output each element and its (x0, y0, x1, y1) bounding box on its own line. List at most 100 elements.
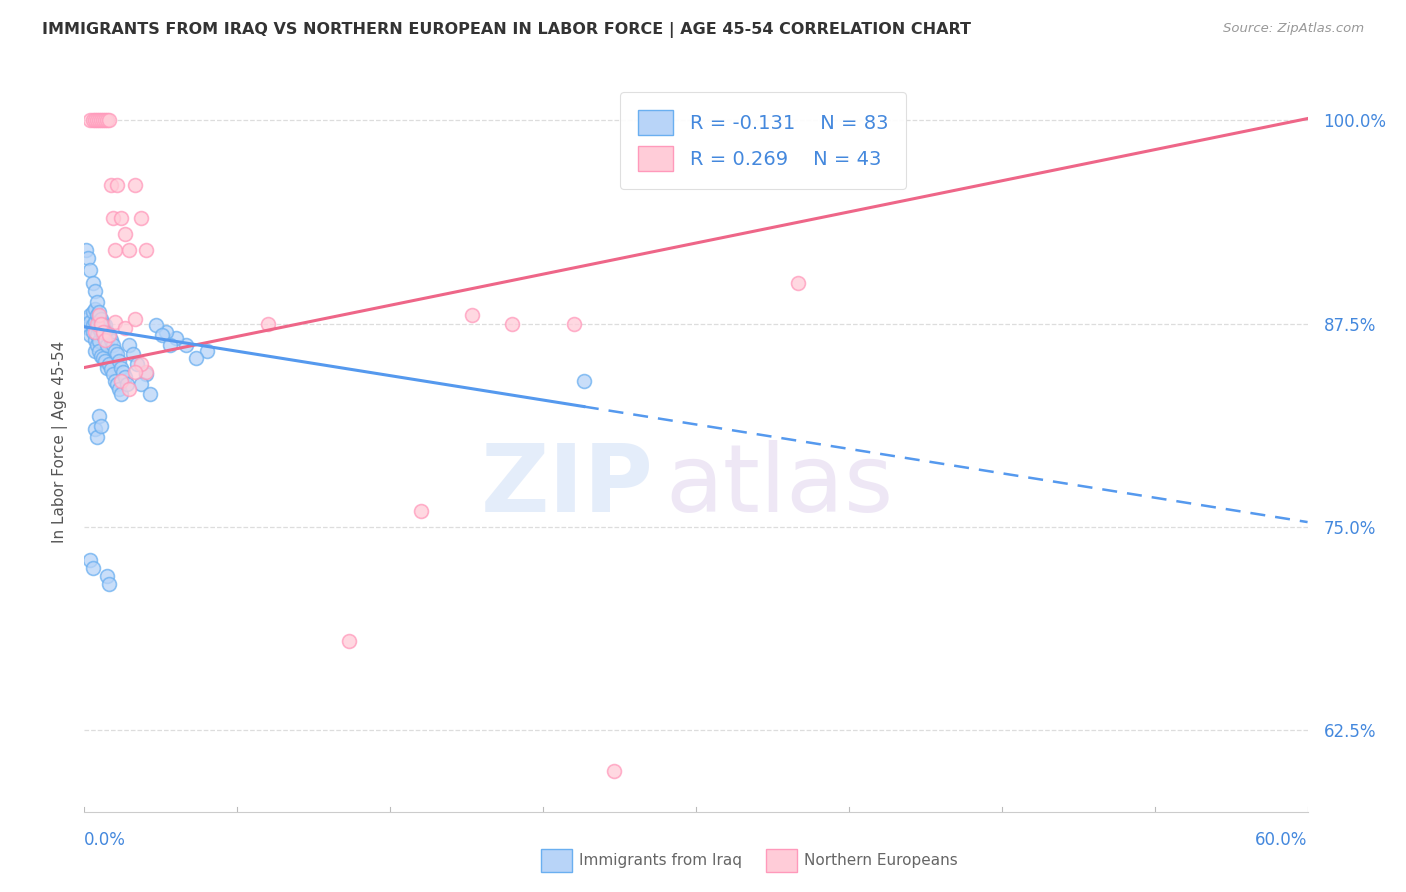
Point (108, 354, 131, 368)
Point (118, 337, 141, 351)
Point (93, 333, 115, 347)
Point (131, 357, 153, 371)
Point (93, 331, 115, 345)
Point (97, 328, 120, 343)
Point (502, 317, 524, 331)
Point (409, 504, 432, 518)
Point (75, 317, 97, 331)
Point (87, 344, 110, 359)
Point (93, 113, 115, 128)
Point (105, 347, 128, 361)
Point (83, 301, 105, 316)
Point (112, 365, 135, 379)
Point (79, 552, 101, 566)
Point (77, 252, 100, 266)
Point (101, 337, 124, 351)
Point (79, 263, 101, 277)
Point (82, 325, 104, 339)
Point (97, 113, 120, 128)
Point (79, 309, 101, 323)
Point (603, 764, 626, 778)
Point (87, 321, 110, 335)
Point (104, 244, 127, 258)
Point (114, 321, 136, 335)
Point (83, 113, 105, 128)
Point (124, 365, 146, 379)
Point (90, 419, 112, 434)
Point (90, 113, 112, 128)
Point (91, 317, 114, 331)
Point (77, 321, 100, 335)
Point (91, 113, 114, 128)
Point (135, 244, 157, 258)
Point (159, 337, 181, 351)
Point (110, 374, 132, 388)
Point (90, 317, 112, 331)
Legend: R = -0.131    N = 83, R = 0.269    N = 43: R = -0.131 N = 83, R = 0.269 N = 43 (620, 92, 907, 189)
Point (86, 328, 108, 343)
Point (101, 211, 124, 225)
Point (155, 325, 177, 339)
Point (86, 317, 108, 331)
Point (86, 430, 108, 444)
Point (104, 344, 127, 359)
Point (79, 315, 101, 329)
Point (96, 568, 118, 582)
Text: ZIP: ZIP (481, 440, 654, 532)
Point (105, 178, 128, 193)
Text: Immigrants from Iraq: Immigrants from Iraq (579, 854, 742, 868)
Point (114, 370, 136, 384)
Point (79, 113, 101, 128)
Point (115, 376, 138, 391)
Point (165, 331, 187, 345)
Point (124, 311, 146, 326)
Text: IMMIGRANTS FROM IRAQ VS NORTHERN EUROPEAN IN LABOR FORCE | AGE 45-54 CORRELATION: IMMIGRANTS FROM IRAQ VS NORTHERN EUROPEA… (42, 22, 972, 38)
Point (87, 113, 110, 128)
Point (91, 325, 114, 339)
Point (100, 178, 122, 193)
Point (118, 382, 141, 396)
Point (186, 351, 208, 365)
Point (105, 376, 128, 391)
Point (79, 328, 101, 343)
Point (87, 309, 110, 323)
Text: Source: ZipAtlas.com: Source: ZipAtlas.com (1223, 22, 1364, 36)
Point (87, 310, 110, 324)
Point (86, 337, 108, 351)
Point (100, 362, 122, 376)
Point (138, 386, 160, 401)
Point (124, 178, 146, 193)
Point (83, 325, 105, 339)
Point (93, 354, 115, 368)
Y-axis label: In Labor Force | Age 45-54: In Labor Force | Age 45-54 (52, 341, 67, 542)
Point (108, 382, 131, 396)
Point (83, 315, 105, 329)
Point (118, 244, 141, 258)
Point (93, 325, 115, 339)
Point (150, 328, 173, 343)
Point (87, 334, 110, 349)
Point (90, 349, 112, 363)
Point (145, 318, 167, 333)
Point (86, 309, 108, 323)
Point (90, 325, 112, 339)
Point (97, 328, 120, 343)
Point (87, 305, 110, 319)
Point (122, 347, 145, 361)
Point (104, 315, 127, 329)
Point (93, 318, 115, 333)
Point (96, 113, 118, 128)
Point (91, 351, 114, 365)
Point (114, 227, 136, 241)
Point (572, 374, 595, 388)
Point (110, 211, 132, 225)
Point (90, 311, 112, 326)
Point (91, 328, 114, 343)
Point (100, 333, 122, 347)
Point (135, 367, 157, 381)
Point (86, 295, 108, 310)
Point (339, 633, 361, 648)
Point (83, 422, 105, 436)
Point (82, 305, 104, 319)
Point (110, 360, 132, 375)
